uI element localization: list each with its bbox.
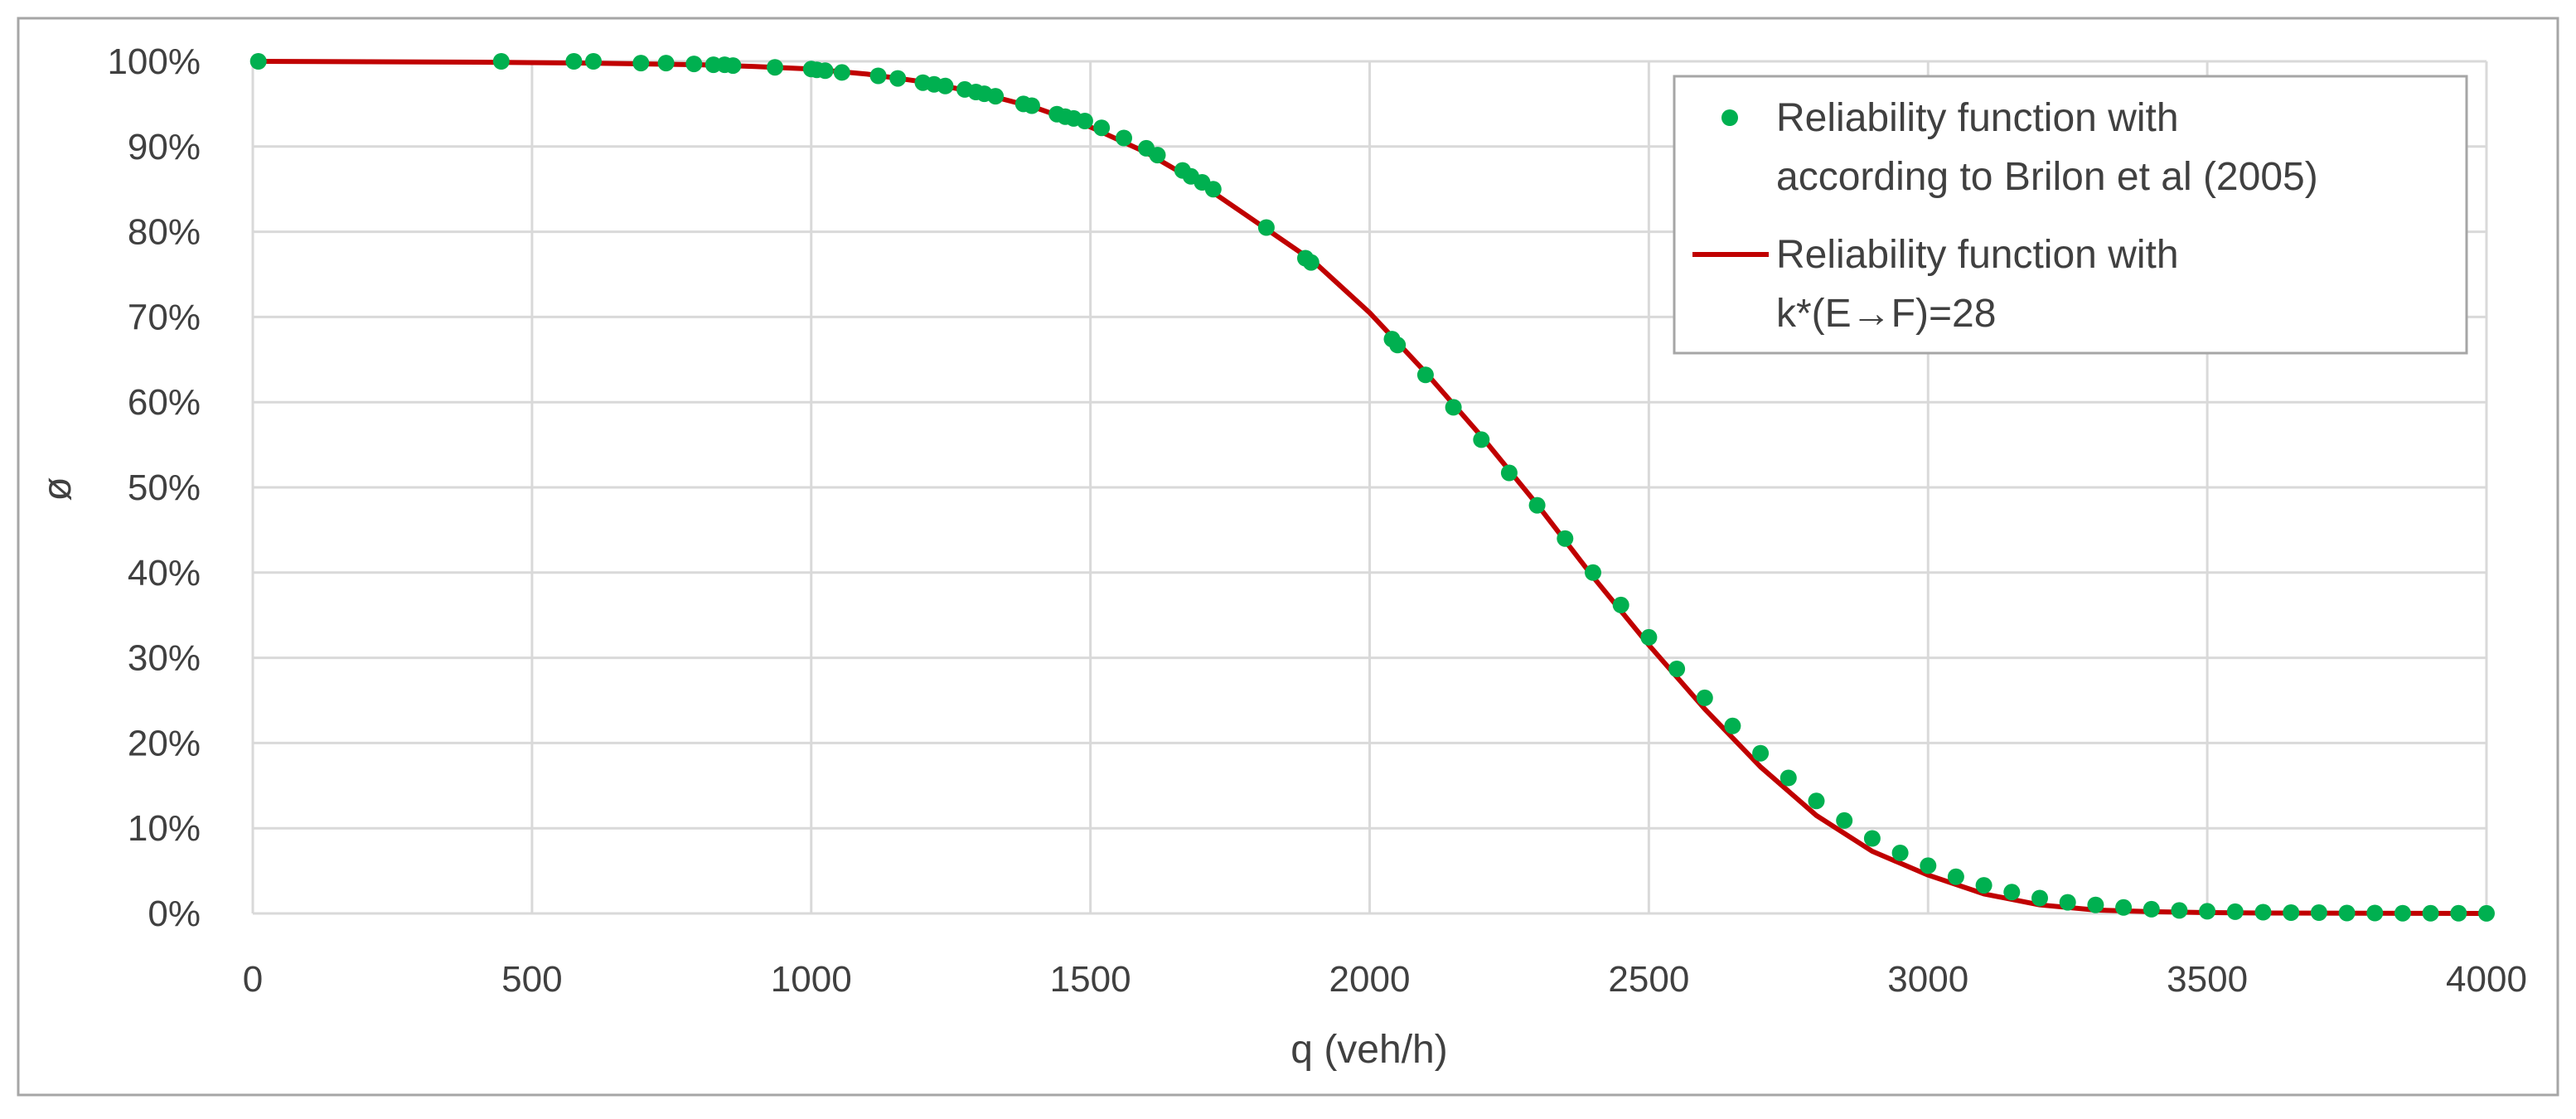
data-point <box>1947 868 1964 885</box>
legend-label-scatter-line2: according to Brilon et al (2005) <box>1776 155 2318 199</box>
legend-box <box>1673 75 2468 355</box>
data-point <box>1920 857 1937 874</box>
y-tick-label: 30% <box>128 638 201 679</box>
legend-label-line-line1: Reliability function with <box>1776 233 2179 277</box>
data-point <box>1093 119 1111 137</box>
x-tick-label: 2000 <box>1329 959 1411 1000</box>
data-point <box>833 64 850 81</box>
x-tick-label: 2500 <box>1608 959 1689 1000</box>
x-tick-labels: 0 500 1000 1500 2000 2500 3000 3500 4000 <box>243 959 2527 1000</box>
y-tick-label: 100% <box>107 41 201 82</box>
legend: Reliability function with according to B… <box>1673 75 2468 355</box>
data-point <box>1752 744 1770 762</box>
legend-marker-scatter <box>1721 109 1738 126</box>
data-point <box>685 56 703 73</box>
data-point <box>767 59 783 76</box>
data-point <box>2143 900 2160 918</box>
x-tick-label: 1000 <box>771 959 852 1000</box>
y-tick-label: 70% <box>128 297 201 337</box>
x-axis-title: q (veh/h) <box>1290 1028 1447 1072</box>
x-tick-label: 3500 <box>2167 959 2248 1000</box>
data-point <box>1557 530 1574 547</box>
data-point <box>2283 904 2300 921</box>
data-point <box>869 67 887 85</box>
x-tick-label: 1500 <box>1050 959 1131 1000</box>
data-point <box>1808 792 1825 810</box>
y-tick-label: 80% <box>128 212 201 253</box>
data-point <box>2003 884 2021 901</box>
data-point <box>2478 904 2495 922</box>
data-point <box>2254 903 2272 921</box>
data-point <box>937 77 954 94</box>
data-point <box>1836 811 1853 829</box>
y-tick-label: 40% <box>128 553 201 593</box>
data-point <box>1696 689 1713 706</box>
data-point <box>2031 889 2048 907</box>
data-point <box>632 55 650 72</box>
data-point <box>1640 628 1658 646</box>
data-point <box>1076 113 1093 129</box>
y-tick-label: 20% <box>128 723 201 763</box>
data-point <box>565 53 583 70</box>
data-point <box>1302 254 1319 271</box>
y-tick-label: 0% <box>148 894 201 934</box>
x-tick-label: 500 <box>501 959 562 1000</box>
data-point <box>2422 904 2439 922</box>
data-point <box>2171 902 2188 919</box>
y-tick-label: 60% <box>128 382 201 423</box>
y-axis-title: ø <box>36 477 80 501</box>
y-tick-label: 90% <box>128 127 201 167</box>
data-point <box>1528 497 1546 514</box>
series <box>249 53 2495 922</box>
data-point <box>585 53 602 70</box>
data-point <box>249 53 267 70</box>
data-point <box>2199 903 2216 920</box>
data-point <box>2059 894 2076 911</box>
data-point <box>492 53 510 70</box>
gridlines <box>253 60 2488 913</box>
data-point <box>2366 904 2384 922</box>
data-point <box>889 70 907 87</box>
legend-label-line-line2: k*(E→F)=28 <box>1776 292 1996 336</box>
data-point <box>2394 904 2411 922</box>
data-point <box>1500 464 1518 482</box>
y-tick-labels: 0% 10% 20% 30% 40% 50% 60% 70% 80% 90% 100% <box>107 41 201 934</box>
x-tick-label: 4000 <box>2446 959 2527 1000</box>
data-point <box>1891 845 1909 861</box>
data-point <box>2226 903 2244 920</box>
data-point <box>1975 877 1993 894</box>
data-point <box>1724 717 1741 734</box>
data-point <box>2450 904 2467 922</box>
data-point <box>987 88 1005 105</box>
data-point <box>1389 337 1407 354</box>
data-point <box>1416 366 1434 384</box>
y-tick-label: 50% <box>128 467 201 508</box>
data-point <box>1023 97 1040 114</box>
data-point <box>2115 899 2133 916</box>
axes <box>251 61 2486 915</box>
data-point <box>1668 661 1686 677</box>
data-point <box>1257 219 1275 236</box>
data-point <box>816 62 834 80</box>
y-tick-label: 10% <box>128 808 201 849</box>
data-point <box>1473 431 1490 448</box>
data-point <box>1585 564 1601 581</box>
data-point <box>1204 181 1222 198</box>
data-point <box>657 55 675 72</box>
legend-label-scatter-line1: Reliability function with <box>1776 96 2179 140</box>
x-tick-label: 0 <box>243 959 263 1000</box>
data-point <box>1445 399 1462 416</box>
data-point <box>1779 769 1797 787</box>
data-point <box>2087 896 2104 913</box>
x-tick-label: 3000 <box>1887 959 1968 1000</box>
data-point <box>1149 147 1166 164</box>
data-point <box>724 57 742 75</box>
data-point <box>2310 904 2327 921</box>
data-point <box>1612 596 1629 613</box>
data-point <box>1863 830 1881 847</box>
data-point <box>2338 904 2356 922</box>
data-point <box>1116 129 1132 147</box>
